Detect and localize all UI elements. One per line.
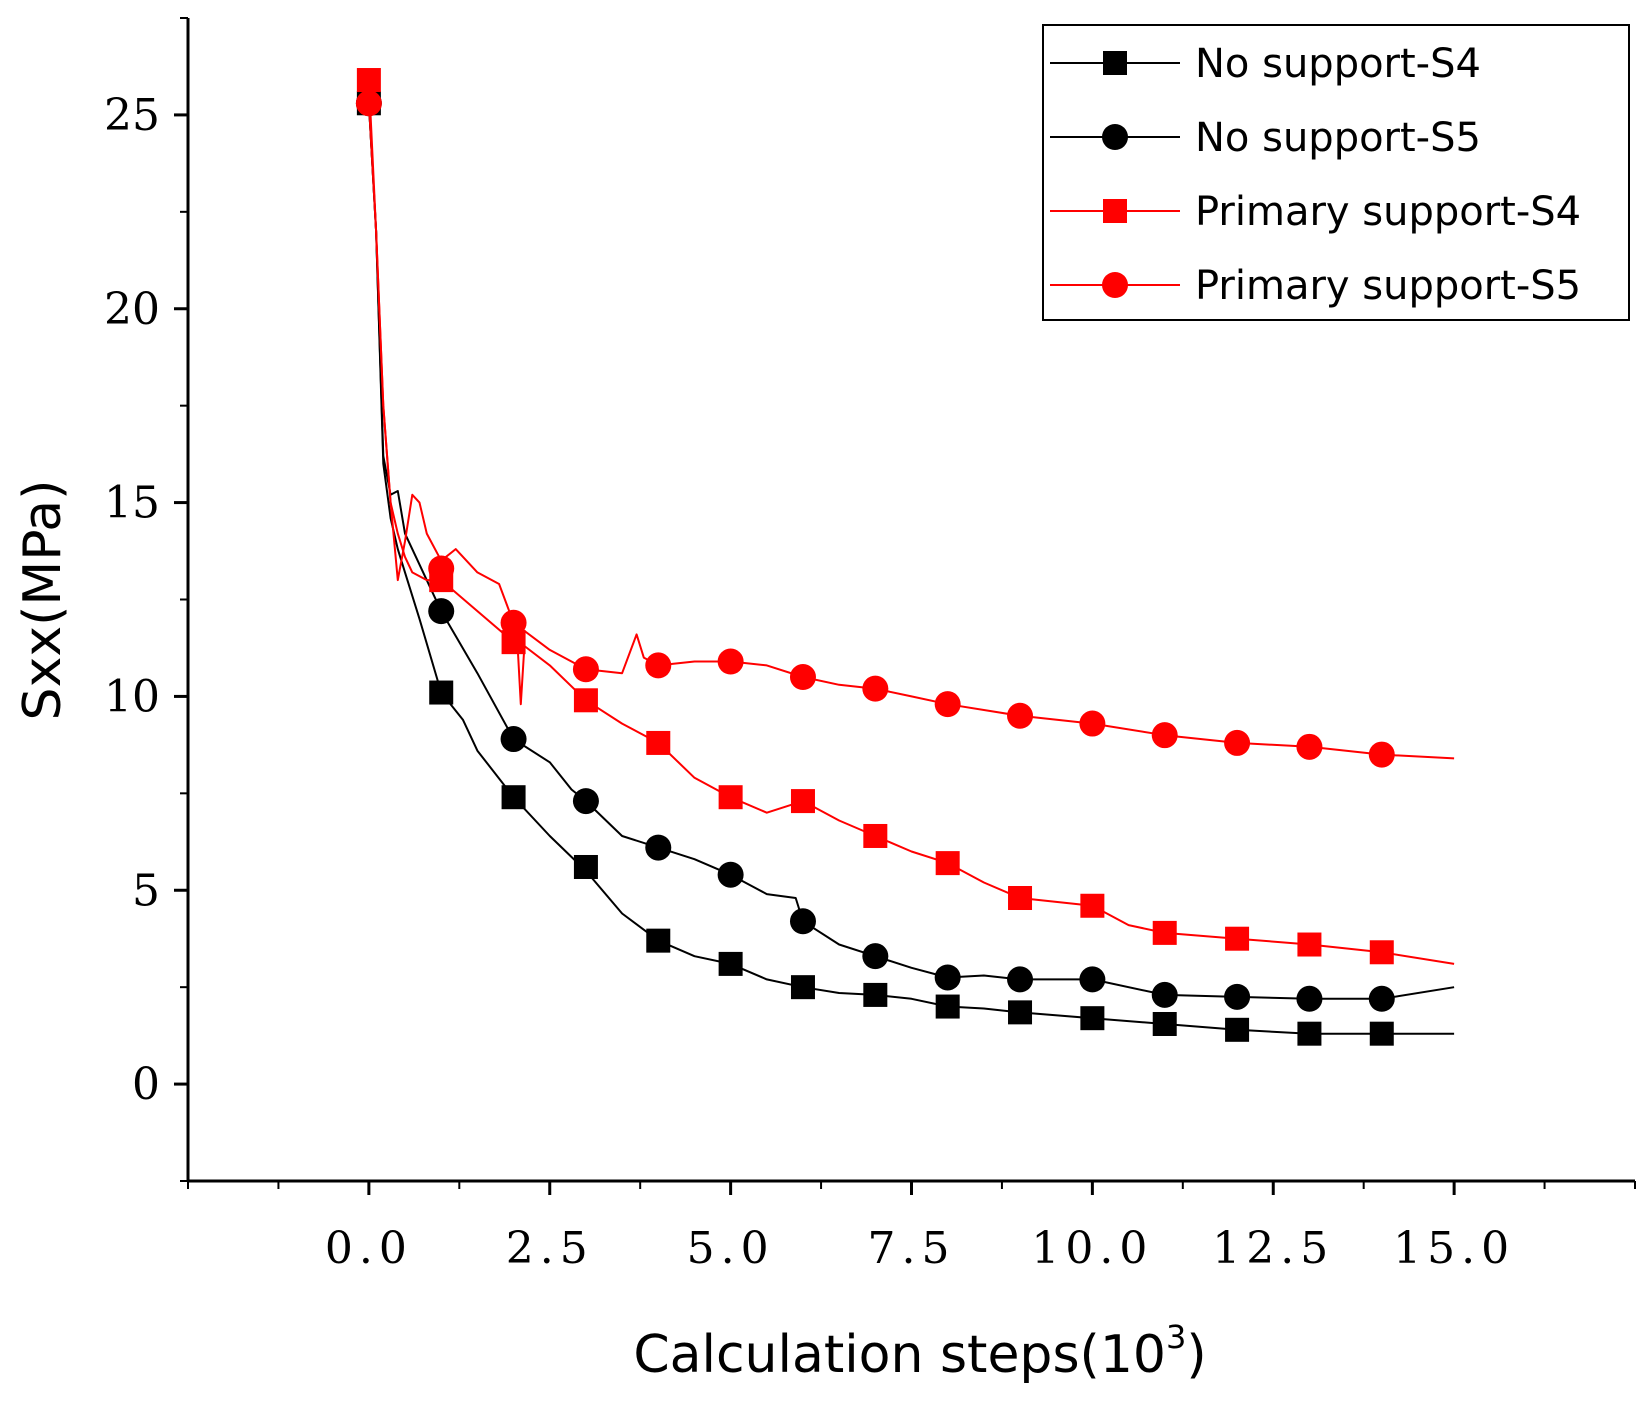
y-tick-label: 15 bbox=[104, 478, 160, 529]
legend-label: Primary support-S4 bbox=[1195, 189, 1581, 235]
legend-entry: Primary support-S5 bbox=[1050, 263, 1581, 309]
data-point bbox=[1225, 926, 1250, 951]
legend-marker bbox=[1103, 199, 1127, 223]
data-point bbox=[862, 943, 889, 970]
data-point bbox=[500, 726, 527, 753]
data-point bbox=[573, 854, 598, 879]
data-point bbox=[573, 688, 598, 713]
legend-marker bbox=[1102, 272, 1128, 298]
data-point bbox=[645, 834, 672, 861]
data-point bbox=[1008, 1000, 1033, 1025]
data-point bbox=[1368, 741, 1395, 768]
data-point bbox=[1079, 966, 1106, 993]
data-point bbox=[429, 680, 454, 705]
data-point bbox=[790, 975, 815, 1000]
legend-label: No support-S5 bbox=[1195, 115, 1481, 161]
data-point bbox=[790, 789, 815, 814]
y-tick-label: 20 bbox=[104, 284, 160, 335]
data-point bbox=[789, 908, 816, 935]
legend-marker bbox=[1103, 51, 1127, 75]
data-point bbox=[1080, 1006, 1105, 1031]
data-point bbox=[1297, 932, 1322, 957]
y-tick-label: 0 bbox=[132, 1059, 160, 1110]
x-tick-label: 15.0 bbox=[1393, 1223, 1515, 1274]
data-point bbox=[863, 823, 888, 848]
legend-box bbox=[1042, 24, 1630, 321]
data-point bbox=[718, 951, 743, 976]
legend-entry: No support-S5 bbox=[1050, 115, 1481, 161]
data-point bbox=[717, 648, 744, 675]
data-point bbox=[1152, 920, 1177, 945]
data-point bbox=[1151, 722, 1178, 749]
series-2 bbox=[356, 68, 1455, 965]
x-axis-title: Calculation steps(103) bbox=[633, 1318, 1206, 1385]
x-tick-label: 0.0 bbox=[325, 1223, 413, 1274]
data-point bbox=[1369, 940, 1394, 965]
data-point bbox=[1152, 1011, 1177, 1036]
x-axis-title-close: ) bbox=[1186, 1325, 1206, 1385]
data-point bbox=[1008, 886, 1033, 911]
data-point bbox=[789, 664, 816, 691]
data-point bbox=[1151, 981, 1178, 1008]
data-point bbox=[646, 928, 671, 953]
x-tick-label: 2.5 bbox=[506, 1223, 594, 1274]
data-point bbox=[934, 691, 961, 718]
data-point bbox=[1079, 710, 1106, 737]
data-point bbox=[1007, 966, 1034, 993]
legend-entries: No support-S4 No support-S5 Primary suppor… bbox=[1050, 41, 1581, 309]
data-point bbox=[718, 785, 743, 810]
data-point bbox=[1224, 729, 1251, 756]
data-point bbox=[572, 656, 599, 683]
x-ticks: 0.0 2.5 5.0 7.5 10.0 12.5 15.0 bbox=[187, 1181, 1636, 1274]
series-line bbox=[367, 103, 1455, 760]
data-point bbox=[1368, 985, 1395, 1012]
x-tick-label: 7.5 bbox=[868, 1223, 956, 1274]
data-point bbox=[717, 861, 744, 888]
data-point bbox=[1007, 702, 1034, 729]
data-point bbox=[645, 652, 672, 679]
series-1 bbox=[355, 90, 1455, 1012]
data-point bbox=[572, 788, 599, 815]
data-point bbox=[862, 675, 889, 702]
data-point bbox=[428, 598, 455, 625]
legend-marker bbox=[1102, 124, 1128, 150]
data-point bbox=[935, 994, 960, 1019]
data-point bbox=[1296, 985, 1323, 1012]
data-point bbox=[934, 964, 961, 991]
x-tick-label: 10.0 bbox=[1031, 1223, 1153, 1274]
legend-entry: No support-S4 bbox=[1050, 41, 1481, 87]
data-point bbox=[428, 555, 455, 582]
data-point bbox=[1080, 893, 1105, 918]
data-point bbox=[935, 851, 960, 876]
data-point bbox=[1369, 1021, 1394, 1046]
legend: No support-S4 No support-S5 Primary suppor… bbox=[1042, 24, 1630, 321]
legend-entry: Primary support-S4 bbox=[1050, 189, 1581, 235]
series-layer bbox=[355, 68, 1455, 1046]
data-point bbox=[356, 68, 381, 93]
y-tick-label: 10 bbox=[104, 671, 160, 722]
data-point bbox=[646, 730, 671, 755]
x-axis-title-sup: 3 bbox=[1166, 1318, 1186, 1356]
axes: 0 5 10 15 20 25 0.0 2.5 5.0 7.5 10.0 12.5 15.0 bbox=[104, 17, 1636, 1274]
series-3 bbox=[355, 90, 1455, 768]
data-point bbox=[500, 609, 527, 636]
data-point bbox=[501, 785, 526, 810]
y-tick-label: 5 bbox=[132, 865, 160, 916]
y-ticks: 0 5 10 15 20 25 bbox=[104, 17, 188, 1182]
data-point bbox=[863, 982, 888, 1007]
data-point bbox=[1296, 733, 1323, 760]
x-tick-label: 5.0 bbox=[687, 1223, 775, 1274]
data-point bbox=[1297, 1021, 1322, 1046]
legend-label: No support-S4 bbox=[1195, 41, 1481, 87]
y-tick-label: 25 bbox=[104, 90, 160, 141]
y-axis-title: Sxx(MPa) bbox=[13, 480, 73, 721]
data-point bbox=[1225, 1017, 1250, 1042]
x-axis-title-main: Calculation steps(10 bbox=[633, 1325, 1166, 1385]
legend-label: Primary support-S5 bbox=[1195, 263, 1581, 309]
x-tick-label: 12.5 bbox=[1212, 1223, 1334, 1274]
data-point bbox=[1224, 983, 1251, 1010]
data-point bbox=[355, 90, 382, 117]
